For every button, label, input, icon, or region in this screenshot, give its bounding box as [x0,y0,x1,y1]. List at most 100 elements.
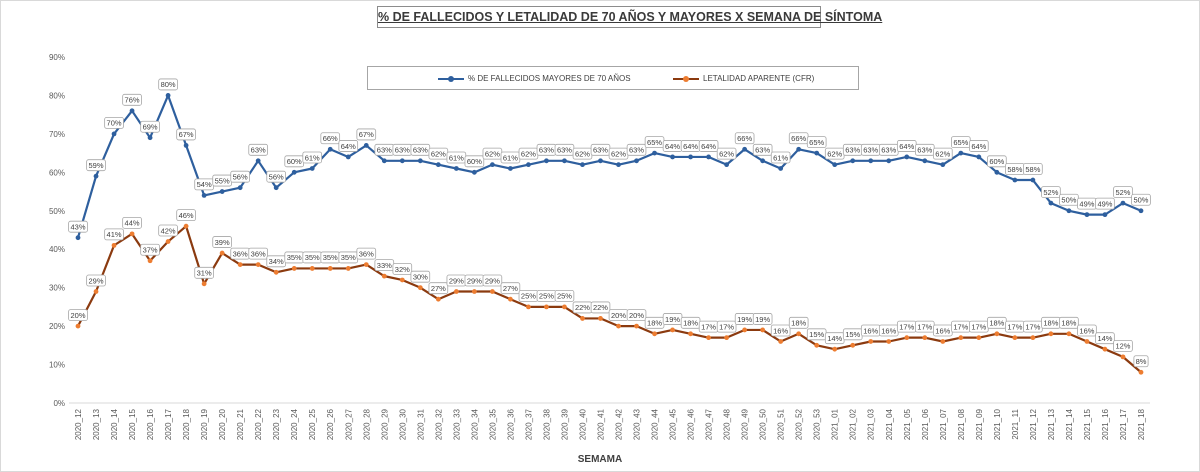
data-label-deceased: 62% [575,149,590,158]
data-point-deceased [724,162,730,168]
data-point-deceased [111,131,117,137]
data-point-deceased [814,150,820,156]
data-label-deceased: 63% [413,146,428,155]
data-label-cfr: 35% [323,253,338,262]
data-point-cfr [471,289,477,294]
legend-label-cfr: LETALIDAD APARENTE (CFR) [703,74,815,83]
data-label-cfr: 17% [701,322,716,331]
y-tick-label: 40% [49,245,65,254]
data-label-cfr: 18% [1061,319,1076,328]
x-tick-label: 2021_15 [1083,408,1092,440]
data-label-deceased: 80% [161,80,176,89]
x-tick-label: 2020_13 [92,408,101,440]
data-label-deceased: 64% [341,142,356,151]
data-label-cfr: 46% [179,211,194,220]
data-point-cfr [255,262,261,267]
data-point-cfr [904,335,910,341]
data-label-box-cfr [410,270,431,283]
x-tick-label: 2021_12 [1029,408,1038,440]
data-point-cfr [1084,339,1090,344]
x-tick-label: 2020_42 [615,408,624,440]
data-label-cfr: 36% [251,249,266,258]
data-point-cfr [453,289,459,294]
data-label-cfr: 18% [791,319,806,328]
data-label-deceased: 64% [683,142,698,151]
x-tick-label: 2020_27 [344,408,353,440]
x-tick-label: 2020_44 [651,408,660,440]
x-tick-label: 2020_52 [795,408,804,440]
data-label-cfr: 17% [1025,322,1040,331]
data-point-deceased [471,169,477,175]
data-point-cfr [706,335,711,341]
x-tick-label: 2021_13 [1047,408,1056,440]
data-point-deceased [634,158,639,164]
data-point-cfr [742,327,748,333]
data-label-box-cfr [554,289,575,302]
x-tick-label: 2020_41 [596,408,605,440]
data-label-cfr: 25% [539,292,554,301]
data-point-deceased [417,158,423,164]
data-label-cfr: 29% [449,276,464,285]
data-label-deceased: 43% [71,222,86,231]
data-label-cfr: 27% [431,284,446,293]
data-label-deceased: 63% [395,146,410,155]
x-tick-label: 2021_01 [831,408,840,440]
data-label-cfr: 44% [125,219,140,228]
data-label-box-deceased [338,140,359,152]
data-label-cfr: 16% [1079,326,1094,335]
data-point-cfr [832,346,838,352]
data-label-deceased: 67% [359,130,374,139]
data-label-box-cfr [1059,316,1079,329]
data-point-cfr [670,327,675,333]
data-label-box-deceased [230,170,250,183]
data-label-box-deceased [969,140,989,152]
data-point-deceased [165,93,171,98]
x-tick-label: 2021_08 [957,408,966,440]
x-tick-label: 2020_37 [524,408,533,440]
data-label-box-cfr [500,282,521,295]
data-label-deceased: 63% [845,146,860,155]
data-label-box-cfr [590,301,611,314]
data-label-box-deceased [1095,197,1115,210]
data-label-cfr: 27% [503,284,518,293]
x-tick-label: 2020_18 [182,408,191,440]
data-label-box-cfr [212,236,232,248]
data-point-deceased [958,150,964,156]
data-label-deceased: 61% [503,153,518,162]
data-label-box-deceased [464,155,485,168]
data-point-deceased [255,158,261,164]
x-tick-label: 2021_03 [867,408,876,440]
data-label-cfr: 18% [647,319,662,328]
data-point-cfr [760,327,766,333]
data-label-deceased: 52% [1115,188,1130,197]
data-label-deceased: 62% [485,149,500,158]
data-point-deceased [706,154,711,160]
x-tick-label: 2020_29 [380,408,389,440]
x-tick-label: 2020_36 [506,408,515,440]
data-point-cfr [580,316,585,321]
data-point-deceased [760,158,766,164]
data-point-cfr [868,339,874,344]
data-point-cfr [381,273,387,279]
data-label-box-cfr [770,324,791,337]
data-label-box-deceased [122,93,142,106]
data-point-cfr [886,339,892,344]
data-label-deceased: 50% [1133,196,1148,205]
data-label-box-cfr [140,243,160,256]
data-label-deceased: 63% [863,146,878,155]
data-point-cfr [562,304,567,310]
data-point-deceased [544,158,549,164]
data-point-deceased [1084,212,1090,218]
data-point-cfr [129,231,135,237]
data-label-deceased: 65% [647,138,662,147]
data-point-deceased [922,158,928,164]
data-point-cfr [1138,369,1144,375]
data-point-deceased [237,185,243,191]
data-label-box-cfr [176,209,196,222]
data-point-cfr [165,239,171,244]
data-label-box-deceased [933,147,953,160]
data-point-cfr [489,289,495,294]
data-point-cfr [309,266,315,271]
data-point-cfr [1120,354,1126,360]
